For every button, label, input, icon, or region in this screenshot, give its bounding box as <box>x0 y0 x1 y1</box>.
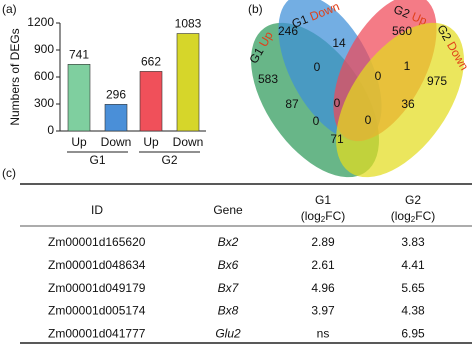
table-cell: 4.38 <box>401 304 425 318</box>
table-cell: Bx2 <box>218 235 239 249</box>
set-group: G2 <box>392 2 412 21</box>
venn-count: 71 <box>330 132 344 146</box>
venn-count: 560 <box>392 24 412 38</box>
table-cell: Zm00001d041777 <box>48 326 146 340</box>
value-label: 662 <box>141 55 161 69</box>
venn-count: 246 <box>278 24 298 38</box>
venn-count: 0 <box>365 113 372 127</box>
venn-count: 0 <box>375 69 382 83</box>
header-sub: 2 <box>411 215 416 224</box>
venn-count: 14 <box>332 36 346 50</box>
venn-set-label: G2 Up <box>392 2 430 28</box>
panel-label: (a) <box>2 2 17 16</box>
bar <box>67 64 91 132</box>
venn-count: 975 <box>427 74 447 88</box>
table-cell: 6.95 <box>401 326 425 340</box>
table-cell: 3.83 <box>401 235 425 249</box>
y-tick-label: 900 <box>34 42 54 56</box>
bar <box>104 104 128 132</box>
header-part: FC) <box>415 209 435 223</box>
table-cell: Bx8 <box>218 304 239 318</box>
table-cell: Bx6 <box>218 258 239 272</box>
bar <box>176 33 200 132</box>
group-label: G1 <box>89 153 105 167</box>
table-header: G2 <box>405 193 421 207</box>
table-cell: Zm00001d048634 <box>48 258 146 272</box>
table-header: G1 <box>315 193 331 207</box>
y-axis-label: Numbers of DEGs <box>8 28 22 125</box>
table-cell: 4.41 <box>401 258 425 272</box>
table-cell: Zm00001d049179 <box>48 281 146 295</box>
table-header: ID <box>91 203 103 217</box>
x-tick-label: Down <box>101 135 132 149</box>
panel-label: (c) <box>2 166 16 180</box>
set-group: G1 <box>290 12 310 31</box>
table-cell: 4.96 <box>311 281 335 295</box>
table-header: Gene <box>213 203 243 217</box>
venn-count: 87 <box>285 97 299 111</box>
header-sub: 2 <box>321 215 326 224</box>
table-cell: 2.89 <box>311 235 335 249</box>
table-cell: Zm00001d165620 <box>48 235 146 249</box>
value-label: 741 <box>69 47 89 61</box>
y-tick-label: 1200 <box>27 15 54 29</box>
x-tick-label: Up <box>143 135 159 149</box>
table-cell: Bx7 <box>218 281 240 295</box>
table-header: (log2FC) <box>391 209 435 224</box>
y-tick-label: 0 <box>47 123 54 137</box>
venn-count: 0 <box>313 114 320 128</box>
x-tick-label: Down <box>173 135 204 149</box>
bar <box>139 71 163 132</box>
venn-count: 36 <box>401 97 415 111</box>
venn-count: 0 <box>314 60 321 74</box>
y-tick-label: 300 <box>34 96 54 110</box>
panel-label: (b) <box>248 2 263 16</box>
venn-count: 583 <box>258 72 278 86</box>
table-cell: Zm00001d005174 <box>48 304 146 318</box>
table-cell: ns <box>317 326 330 340</box>
table-cell: Glu2 <box>215 326 241 340</box>
set-direction: Up <box>256 29 276 50</box>
header-part: (log <box>301 209 321 223</box>
header-part: (log <box>391 209 411 223</box>
header-part: FC) <box>325 209 345 223</box>
x-tick-label: Up <box>71 135 87 149</box>
table-cell: 3.97 <box>311 304 335 318</box>
value-label: 1083 <box>175 17 202 31</box>
table-cell: 2.61 <box>311 258 335 272</box>
venn-set <box>336 22 464 178</box>
y-tick-label: 600 <box>34 69 54 83</box>
venn-count: 1 <box>404 59 411 73</box>
table-cell: 5.65 <box>401 281 425 295</box>
value-label: 296 <box>106 88 126 102</box>
group-label: G2 <box>161 153 177 167</box>
venn-count: 0 <box>334 96 341 110</box>
set-direction: Up <box>410 9 430 28</box>
table-header: (log2FC) <box>301 209 345 224</box>
